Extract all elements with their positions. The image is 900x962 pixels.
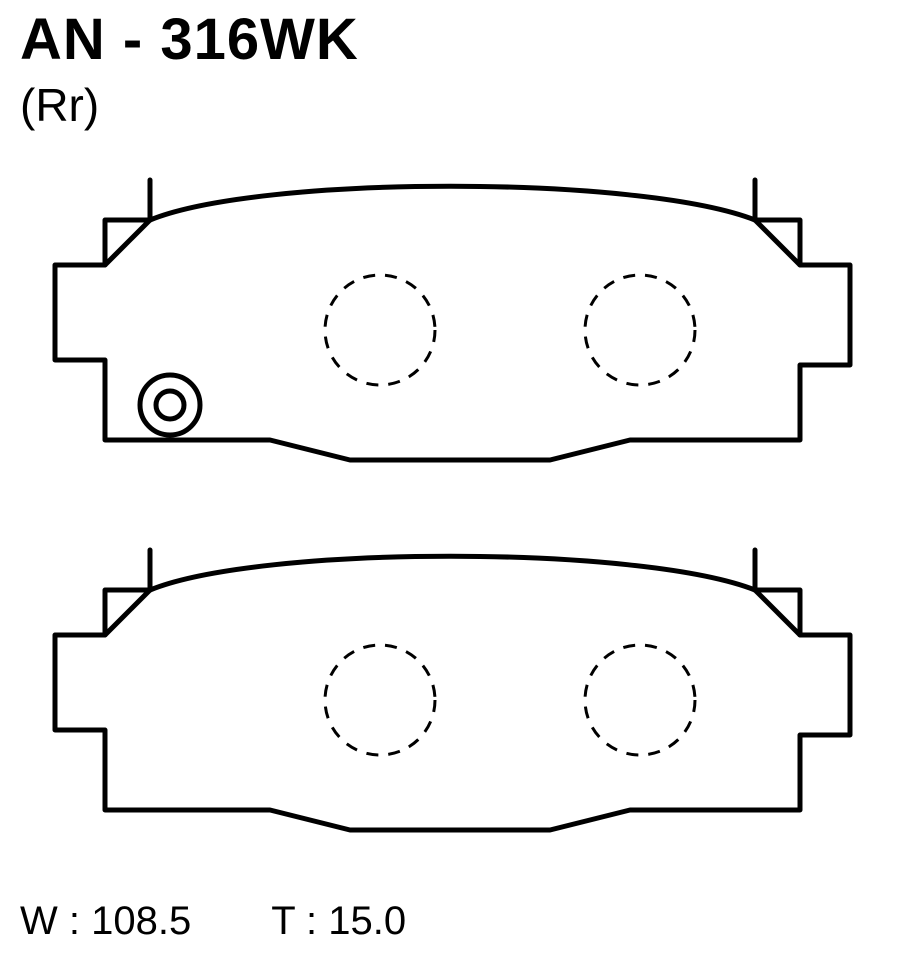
width-dimension: W : 108.5 [20, 899, 191, 944]
page: AN - 316WK (Rr) W : 108.5 T : 15.0 [0, 0, 900, 962]
dimensions-row: W : 108.5 T : 15.0 [20, 899, 406, 944]
position-code: (Rr) [20, 78, 99, 132]
thickness-dimension: T : 15.0 [271, 899, 406, 944]
top-pad [55, 180, 850, 460]
part-number-title: AN - 316WK [20, 6, 359, 73]
brake-pad-drawing [0, 150, 900, 870]
bottom-pad [55, 550, 850, 830]
